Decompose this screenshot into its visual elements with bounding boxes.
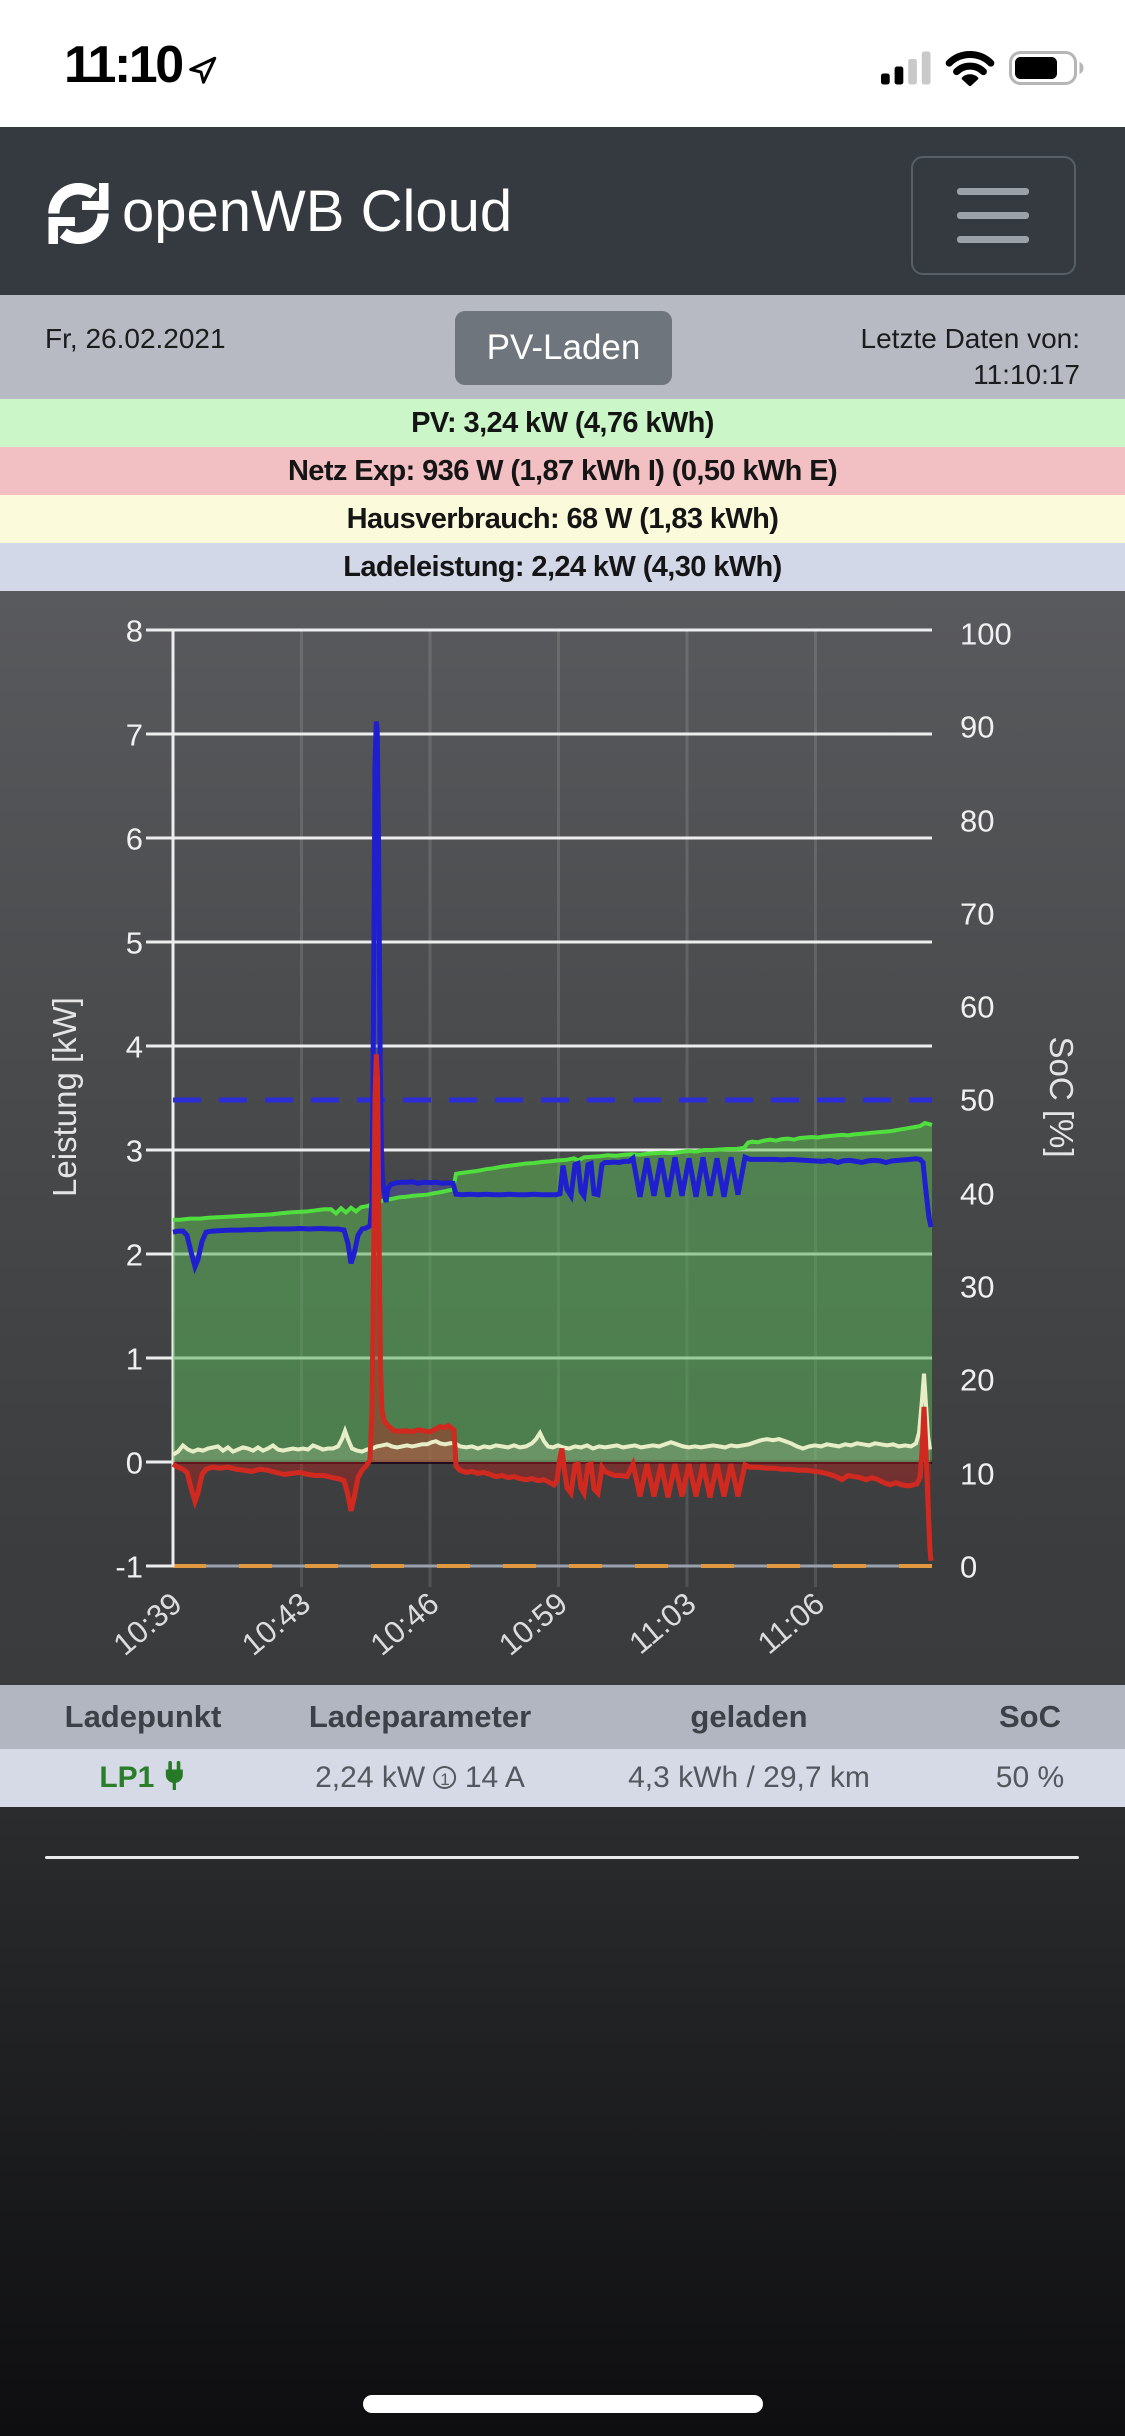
svg-text:5: 5	[126, 926, 143, 961]
svg-text:SoC [%]: SoC [%]	[1043, 1036, 1080, 1157]
svg-text:90: 90	[960, 710, 994, 745]
svg-text:60: 60	[960, 990, 994, 1025]
svg-text:10:46: 10:46	[364, 1586, 446, 1663]
svg-text:0: 0	[960, 1550, 977, 1585]
svg-text:50: 50	[960, 1083, 994, 1118]
svg-text:6: 6	[126, 822, 143, 857]
svg-text:10:43: 10:43	[235, 1586, 317, 1663]
svg-text:8: 8	[126, 614, 143, 649]
svg-text:0: 0	[126, 1446, 143, 1481]
svg-text:-1: -1	[115, 1550, 143, 1585]
svg-text:20: 20	[960, 1363, 994, 1398]
svg-text:2: 2	[126, 1238, 143, 1273]
svg-text:40: 40	[960, 1177, 994, 1212]
svg-text:11:06: 11:06	[751, 1586, 831, 1661]
svg-text:4: 4	[126, 1030, 143, 1065]
svg-text:70: 70	[960, 897, 994, 932]
svg-text:1: 1	[126, 1342, 143, 1377]
svg-text:100: 100	[960, 617, 1012, 652]
svg-text:7: 7	[126, 718, 143, 753]
svg-text:80: 80	[960, 804, 994, 839]
svg-text:11:03: 11:03	[622, 1586, 702, 1661]
svg-text:Leistung [kW]: Leistung [kW]	[46, 997, 83, 1197]
svg-text:10: 10	[960, 1457, 994, 1492]
svg-text:30: 30	[960, 1270, 994, 1305]
svg-text:10:39: 10:39	[107, 1586, 189, 1663]
svg-text:3: 3	[126, 1134, 143, 1169]
svg-text:10:59: 10:59	[492, 1586, 574, 1663]
